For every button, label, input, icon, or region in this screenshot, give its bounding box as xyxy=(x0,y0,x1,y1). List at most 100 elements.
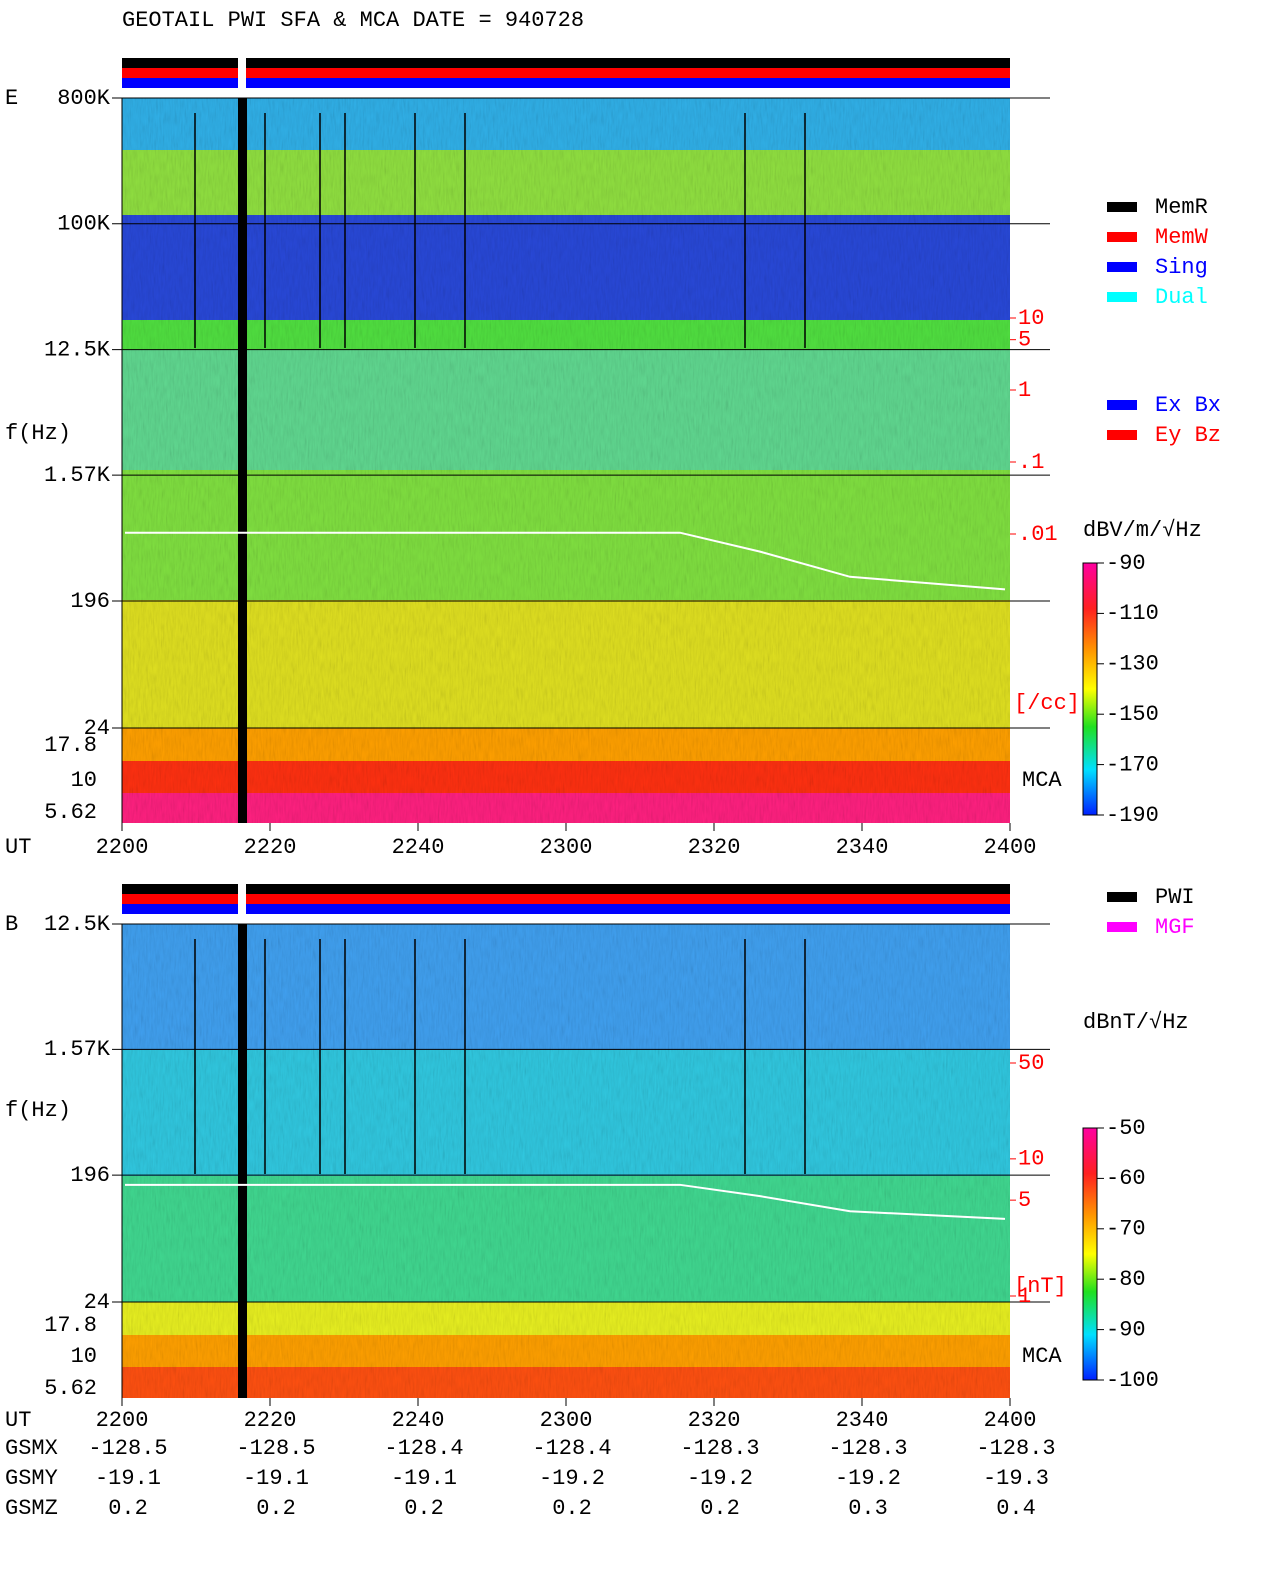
orbit-value: -19.3 xyxy=(983,1466,1049,1491)
x-axis-label: UT xyxy=(5,835,31,860)
density-tick-label: 1 xyxy=(1018,1284,1031,1309)
x-tick-label: 2300 xyxy=(540,1408,593,1433)
legend-swatch xyxy=(1107,430,1137,440)
colorbar-tick-label: -190 xyxy=(1106,803,1159,828)
panel-label: B xyxy=(5,912,18,937)
legend-label: Ey Bz xyxy=(1155,423,1221,448)
orbit-name: GSMY xyxy=(5,1466,58,1491)
orbit-value: -19.1 xyxy=(391,1466,457,1491)
colorbar-tick-label: -90 xyxy=(1106,551,1146,576)
title: GEOTAIL PWI SFA & MCA DATE = 940728 xyxy=(122,8,584,33)
x-tick-label: 2240 xyxy=(392,835,445,860)
mca-channel-label: 17.8 xyxy=(44,733,97,758)
legend-swatch xyxy=(1107,892,1137,902)
orbit-value: 0.2 xyxy=(404,1496,444,1521)
colorbar-tick-label: -50 xyxy=(1106,1116,1146,1141)
legend-label: Dual xyxy=(1155,285,1208,310)
density-tick-label: 10 xyxy=(1018,306,1044,331)
legend-label: MGF xyxy=(1155,915,1195,940)
orbit-value: 0.2 xyxy=(552,1496,592,1521)
x-axis-label: UT xyxy=(5,1408,31,1433)
x-tick-label: 2200 xyxy=(96,835,149,860)
orbit-name: GSMX xyxy=(5,1436,58,1461)
x-tick-label: 2220 xyxy=(244,835,297,860)
orbit-value: -128.4 xyxy=(384,1436,463,1461)
y-tick-label: 24 xyxy=(84,716,110,741)
y-tick-label: 12.5K xyxy=(44,912,111,937)
legend-swatch xyxy=(1107,292,1137,302)
orbit-value: -19.1 xyxy=(243,1466,309,1491)
orbit-value: 0.3 xyxy=(848,1496,888,1521)
density-tick-label: 50 xyxy=(1018,1051,1044,1076)
orbit-value: -128.3 xyxy=(680,1436,759,1461)
legend-swatch xyxy=(1107,922,1137,932)
density-tick-label: 5 xyxy=(1018,327,1031,352)
y-tick-label: 1.57K xyxy=(44,1037,111,1062)
density-tick-label: 10 xyxy=(1018,1147,1044,1172)
y-axis-label: f(Hz) xyxy=(5,1098,71,1123)
x-tick-label: 2340 xyxy=(836,835,889,860)
orbit-value: -19.2 xyxy=(539,1466,605,1491)
legend-label: MemW xyxy=(1155,225,1209,250)
mca-channel-label: 5.62 xyxy=(44,800,97,825)
y-tick-label: 196 xyxy=(70,589,110,614)
x-tick-label: 2200 xyxy=(96,1408,149,1433)
y-tick-label: 800K xyxy=(57,86,111,111)
orbit-value: 0.2 xyxy=(256,1496,296,1521)
colorbar-tick-label: -60 xyxy=(1106,1166,1146,1191)
density-tick-label: .01 xyxy=(1018,522,1058,547)
colorbar-tick-label: -110 xyxy=(1106,601,1159,626)
legend-swatch xyxy=(1107,262,1137,272)
legend-label: Ex Bx xyxy=(1155,393,1221,418)
orbit-value: -128.3 xyxy=(976,1436,1055,1461)
orbit-value: -128.4 xyxy=(532,1436,611,1461)
status-bar xyxy=(122,884,1010,894)
data-gap xyxy=(238,98,247,823)
density-tick-label: .1 xyxy=(1018,450,1044,475)
colorbar xyxy=(1082,1127,1098,1381)
colorbar-tick-label: -80 xyxy=(1106,1267,1146,1292)
orbit-value: -128.5 xyxy=(236,1436,315,1461)
y-tick-label: 1.57K xyxy=(44,463,111,488)
status-bar xyxy=(122,58,1010,68)
orbit-value: -19.2 xyxy=(835,1466,901,1491)
mca-label: MCA xyxy=(1022,768,1062,793)
data-gap xyxy=(238,924,247,1398)
x-tick-label: 2340 xyxy=(836,1408,889,1433)
mca-label: MCA xyxy=(1022,1344,1062,1369)
colorbar-tick-label: -130 xyxy=(1106,652,1159,677)
x-tick-label: 2240 xyxy=(392,1408,445,1433)
legend-label: PWI xyxy=(1155,885,1195,910)
colorbar-tick-label: -150 xyxy=(1106,702,1159,727)
orbit-value: -128.5 xyxy=(88,1436,167,1461)
status-bar xyxy=(122,68,1010,78)
spectrogram-texture xyxy=(122,924,1010,1398)
orbit-value: 0.2 xyxy=(108,1496,148,1521)
mca-channel-label: 10 xyxy=(71,768,97,793)
y-tick-label: 12.5K xyxy=(44,337,111,362)
status-bar xyxy=(122,894,1010,904)
colorbar-label: dBnT/√Hz xyxy=(1083,1010,1189,1035)
spectrogram-texture xyxy=(122,98,1010,823)
x-tick-label: 2300 xyxy=(540,835,593,860)
status-marker xyxy=(238,58,246,88)
colorbar-tick-label: -100 xyxy=(1106,1368,1159,1393)
x-tick-label: 2400 xyxy=(984,835,1037,860)
mca-channel-label: 10 xyxy=(71,1344,97,1369)
density-tick-label: 5 xyxy=(1018,1188,1031,1213)
colorbar-tick-label: -90 xyxy=(1106,1317,1146,1342)
mca-channel-label: 17.8 xyxy=(44,1313,97,1338)
status-marker xyxy=(238,884,246,914)
colorbar-label: dBV/m/√Hz xyxy=(1083,518,1202,543)
legend-label: Sing xyxy=(1155,255,1208,280)
colorbar-tick-label: -170 xyxy=(1106,752,1159,777)
status-bar xyxy=(122,904,1010,914)
x-tick-label: 2220 xyxy=(244,1408,297,1433)
density-unit: [nT] xyxy=(1014,1274,1067,1299)
y-tick-label: 196 xyxy=(70,1163,110,1188)
colorbar-tick-label: -70 xyxy=(1106,1217,1146,1242)
orbit-value: -19.1 xyxy=(95,1466,161,1491)
status-bar xyxy=(122,78,1010,88)
orbit-value: 0.4 xyxy=(996,1496,1036,1521)
orbit-value: -128.3 xyxy=(828,1436,907,1461)
